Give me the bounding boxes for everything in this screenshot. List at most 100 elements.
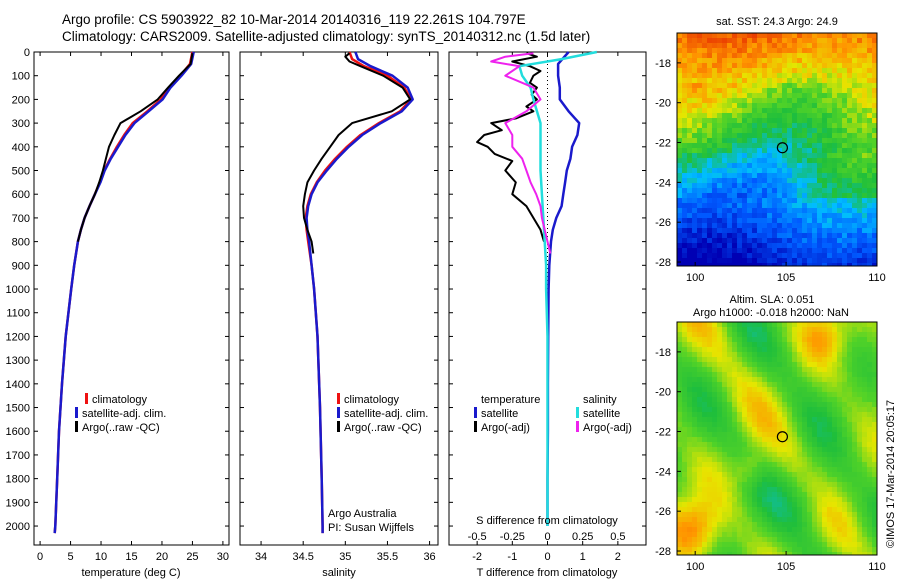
sla-cell bbox=[772, 337, 777, 342]
sla-cell bbox=[772, 537, 777, 542]
sla-cell bbox=[722, 522, 727, 527]
sla-cell bbox=[797, 527, 802, 532]
series-line-argo-raw-qc- bbox=[302, 52, 412, 254]
sst-cell bbox=[787, 263, 792, 266]
sst-cell bbox=[692, 253, 697, 258]
sst-cell bbox=[792, 88, 797, 93]
sla-cell bbox=[827, 427, 832, 432]
sla-cell bbox=[677, 327, 682, 332]
sla-cell bbox=[797, 512, 802, 517]
sla-cell bbox=[872, 342, 877, 347]
sst-cell bbox=[727, 208, 732, 213]
sla-cell bbox=[692, 467, 697, 472]
sla-cell bbox=[852, 322, 857, 327]
sst-cell bbox=[812, 228, 817, 233]
sst-cell bbox=[847, 38, 852, 43]
sla-cell bbox=[757, 477, 762, 482]
legend-swatch-satellite-adj bbox=[75, 407, 78, 418]
sst-cell bbox=[787, 183, 792, 188]
sst-cell bbox=[832, 48, 837, 53]
sla-cell bbox=[857, 512, 862, 517]
series-line-t-argo-adj- bbox=[476, 52, 545, 242]
sst-cell bbox=[682, 168, 687, 173]
sst-cell bbox=[812, 238, 817, 243]
sst-cell bbox=[737, 193, 742, 198]
sla-cell bbox=[837, 497, 842, 502]
sst-cell bbox=[797, 243, 802, 248]
sla-cell bbox=[767, 467, 772, 472]
sla-cell bbox=[842, 492, 847, 497]
sst-cell bbox=[747, 188, 752, 193]
sla-cell bbox=[862, 437, 867, 442]
sla-cell bbox=[847, 492, 852, 497]
sst-cell bbox=[857, 153, 862, 158]
sla-cell bbox=[822, 362, 827, 367]
sla-cell bbox=[697, 522, 702, 527]
series-line-s-satellite bbox=[518, 50, 598, 526]
sst-cell bbox=[787, 58, 792, 63]
sla-cell bbox=[862, 532, 867, 537]
sst-cell bbox=[787, 173, 792, 178]
sla-cell bbox=[722, 472, 727, 477]
sla-cell bbox=[872, 397, 877, 402]
sla-cell bbox=[797, 462, 802, 467]
sst-cell bbox=[762, 228, 767, 233]
sst-cell bbox=[772, 123, 777, 128]
sst-cell bbox=[872, 108, 877, 113]
sst-cell bbox=[807, 68, 812, 73]
sla-cell bbox=[697, 532, 702, 537]
sst-cell bbox=[757, 83, 762, 88]
sst-cell bbox=[857, 93, 862, 98]
sst-cell bbox=[767, 93, 772, 98]
sst-cell bbox=[837, 228, 842, 233]
sla-cell bbox=[742, 537, 747, 542]
sst-cell bbox=[782, 173, 787, 178]
sla-cell bbox=[682, 332, 687, 337]
sla-cell bbox=[807, 402, 812, 407]
sst-cell bbox=[782, 188, 787, 193]
sst-cell bbox=[697, 203, 702, 208]
sla-cell bbox=[732, 332, 737, 337]
sla-cell bbox=[867, 372, 872, 377]
sla-cell bbox=[822, 527, 827, 532]
sla-cell bbox=[787, 402, 792, 407]
sst-cell bbox=[722, 238, 727, 243]
sst-cell bbox=[802, 213, 807, 218]
sst-cell bbox=[737, 173, 742, 178]
sla-cell bbox=[697, 337, 702, 342]
sla-cell bbox=[752, 442, 757, 447]
sla-cell bbox=[807, 377, 812, 382]
sla-cell bbox=[682, 367, 687, 372]
sla-cell bbox=[792, 397, 797, 402]
sst-cell bbox=[687, 63, 692, 68]
sst-cell bbox=[797, 103, 802, 108]
sla-cell bbox=[847, 547, 852, 552]
sst-cell bbox=[837, 218, 842, 223]
sla-cell bbox=[737, 387, 742, 392]
sst-cell bbox=[792, 223, 797, 228]
sst-cell bbox=[852, 153, 857, 158]
sla-cell bbox=[677, 452, 682, 457]
sla-cell bbox=[677, 382, 682, 387]
sst-cell bbox=[702, 158, 707, 163]
sst-cell bbox=[712, 168, 717, 173]
sla-cell bbox=[762, 537, 767, 542]
sla-cell bbox=[717, 367, 722, 372]
sst-cell bbox=[872, 98, 877, 103]
sla-cell bbox=[717, 442, 722, 447]
sla-cell bbox=[787, 477, 792, 482]
sla-cell bbox=[852, 382, 857, 387]
sla-cell bbox=[722, 427, 727, 432]
sst-cell bbox=[692, 78, 697, 83]
sst-cell bbox=[802, 133, 807, 138]
sst-cell bbox=[862, 148, 867, 153]
sla-cell bbox=[727, 472, 732, 477]
sst-cell bbox=[777, 68, 782, 73]
s-tick-label: 0.25 bbox=[572, 531, 593, 543]
sst-cell bbox=[772, 243, 777, 248]
sst-cell bbox=[822, 83, 827, 88]
sla-cell bbox=[787, 367, 792, 372]
legend-label-t-argo: Argo(-adj) bbox=[481, 422, 530, 434]
map-lat-label: -28 bbox=[655, 257, 671, 269]
sst-cell bbox=[707, 148, 712, 153]
